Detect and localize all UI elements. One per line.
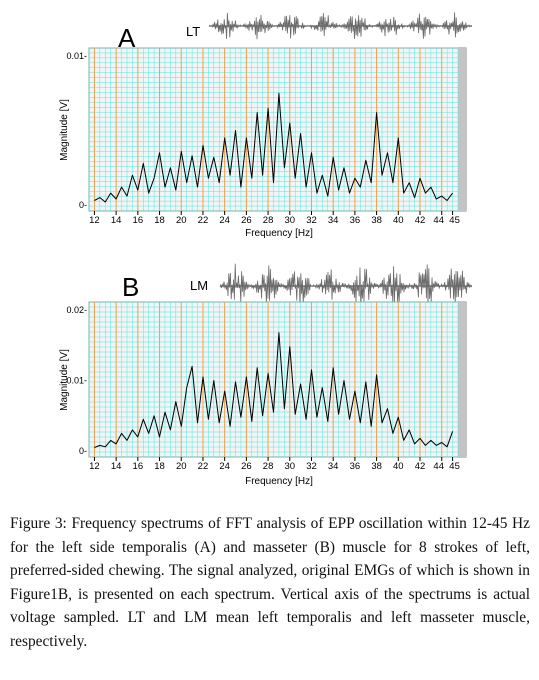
- y-axis-label: Magnitude [V]: [59, 349, 70, 411]
- x-tick-label: 42: [415, 461, 426, 472]
- x-tick-labels: 12 14 16 18 20 22 24 26 28 30 32 34 36 38 40 42 44 45: [89, 457, 460, 472]
- x-tick-label: 30: [284, 215, 295, 226]
- x-tick-label: 12: [89, 215, 100, 226]
- x-tick-label: 45: [449, 215, 460, 226]
- x-tick-label: 12: [89, 461, 100, 472]
- y-tick-label: 0-: [79, 200, 87, 210]
- x-tick-label: 24: [219, 215, 230, 226]
- x-tick-labels: 12 14 16 18 20 22 24 26 28 30 32 34 36 38 40 42 44 45: [89, 211, 460, 226]
- x-tick-label: 42: [415, 215, 426, 226]
- x-axis-label: Frequency [Hz]: [245, 228, 313, 239]
- x-tick-label: 32: [306, 215, 317, 226]
- y-axis-label: Magnitude [V]: [59, 99, 70, 161]
- x-tick-label: 44: [433, 215, 444, 226]
- x-tick-label: 18: [154, 215, 165, 226]
- x-tick-label: 40: [393, 461, 404, 472]
- y-tick-label: 0-: [79, 446, 87, 456]
- plot-scrollbar: [458, 48, 466, 211]
- x-tick-label: 38: [371, 461, 382, 472]
- emg-label: LT: [186, 24, 200, 39]
- plot-area: [88, 301, 467, 458]
- chart-panel-a: A LT 0.01- 0-12 14 16 18 20 22 24 26 28 30 32 34 36 38 40…: [59, 12, 472, 239]
- x-tick-label: 28: [263, 461, 274, 472]
- spectrum-line: [94, 92, 454, 203]
- x-tick-label: 16: [133, 461, 144, 472]
- x-tick-label: 32: [306, 461, 317, 472]
- x-tick-label: 36: [350, 461, 361, 472]
- x-tick-label: 26: [241, 461, 252, 472]
- x-tick-label: 14: [111, 461, 122, 472]
- figure-caption: Figure 3: Frequency spectrums of FFT ana…: [10, 515, 530, 650]
- spectrum-line: [94, 332, 454, 448]
- x-tick-label: 20: [176, 461, 187, 472]
- y-tick-label: 0.01-: [66, 376, 87, 386]
- x-tick-label: 45: [449, 461, 460, 472]
- y-tick-label: 0.02-: [66, 305, 87, 315]
- x-tick-label: 26: [241, 215, 252, 226]
- x-tick-label: 20: [176, 215, 187, 226]
- x-tick-label: 18: [154, 461, 165, 472]
- x-tick-label: 34: [328, 215, 339, 226]
- x-tick-label: 16: [133, 215, 144, 226]
- panel-label: A: [118, 23, 136, 53]
- figure-canvas: A LT0.01-0-12 14 16 18 20 22 24 26 28 30 32 34 36 38 40…: [59, 12, 472, 487]
- panel-label: B: [122, 272, 139, 302]
- plot-grid: [88, 301, 459, 458]
- x-tick-label: 24: [219, 461, 230, 472]
- x-tick-label: 34: [328, 461, 339, 472]
- x-tick-label: 22: [198, 215, 209, 226]
- x-axis-label: Frequency [Hz]: [245, 476, 313, 487]
- emg-trace: [208, 12, 472, 40]
- x-tick-label: 38: [371, 215, 382, 226]
- x-tick-label: 36: [350, 215, 361, 226]
- chart-panel-b: B LM 0.02- 0.01- 0-12 14 16 18 20 22 24 26 28 30 32 34 3…: [59, 263, 472, 487]
- x-tick-label: 22: [198, 461, 209, 472]
- x-tick-label: 28: [263, 215, 274, 226]
- x-tick-label: 44: [433, 461, 444, 472]
- emg-trace: [219, 263, 472, 309]
- emg-label: LM: [190, 278, 208, 293]
- plot-scrollbar: [458, 302, 466, 457]
- x-tick-label: 40: [393, 215, 404, 226]
- plot-grid: [88, 47, 459, 212]
- y-tick-label: 0.01-: [66, 51, 87, 61]
- x-tick-label: 14: [111, 215, 122, 226]
- x-tick-label: 30: [284, 461, 295, 472]
